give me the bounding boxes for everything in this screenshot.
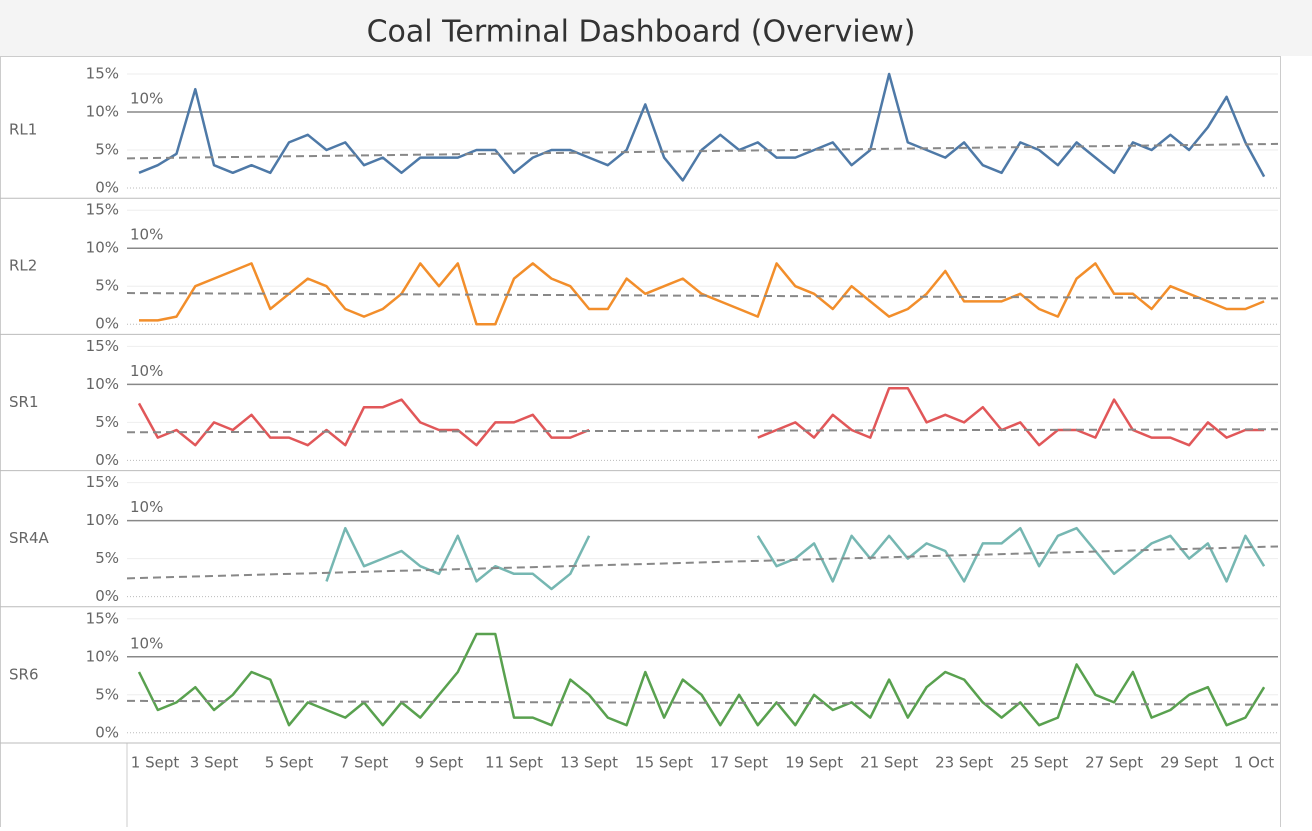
x-tick-label: 15 Sept: [635, 754, 693, 772]
panels: RL1 0% 5% 10% 15% 10% RL2 0% 5% 10% 15% 10% SR1 0% 5% 1…: [0, 65, 1280, 772]
x-tick-label: 13 Sept: [560, 754, 618, 772]
y-tick-label: 0%: [95, 179, 119, 197]
reference-label: 10%: [130, 90, 163, 108]
y-tick-label: 0%: [95, 451, 119, 469]
trend-line: [126, 699, 1279, 706]
y-tick-label: 0%: [95, 723, 119, 741]
x-tick-label: 5 Sept: [265, 754, 314, 772]
title-bar: [0, 0, 1312, 56]
trend-line: [126, 428, 1279, 434]
x-tick-label: 29 Sept: [1160, 754, 1218, 772]
reference-label: 10%: [130, 498, 163, 516]
trend-line: [126, 545, 1279, 580]
y-tick-label: 5%: [95, 141, 119, 159]
y-tick-label: 15%: [86, 201, 119, 219]
reference-label: 10%: [130, 634, 163, 652]
x-tick-label: 25 Sept: [1010, 754, 1068, 772]
y-tick-label: 10%: [86, 239, 119, 257]
x-tick-label: 7 Sept: [340, 754, 389, 772]
y-tick-label: 0%: [95, 315, 119, 333]
x-tick-label: 19 Sept: [785, 754, 843, 772]
panel-label: RL1: [9, 121, 37, 139]
trend-line: [126, 142, 1279, 160]
x-tick-label: 3 Sept: [190, 754, 239, 772]
y-tick-label: 10%: [86, 103, 119, 121]
y-tick-label: 15%: [86, 337, 119, 355]
y-tick-label: 5%: [95, 277, 119, 295]
y-tick-label: 10%: [86, 647, 119, 665]
x-tick-label: 9 Sept: [415, 754, 464, 772]
series-line: [137, 386, 1265, 447]
reference-label: 10%: [130, 226, 163, 244]
panel-label: SR6: [9, 665, 39, 683]
x-tick-label: 1 Sept: [131, 754, 180, 772]
panel-label: SR1: [9, 393, 39, 411]
panel-label: SR4A: [9, 529, 49, 547]
x-tick-label: 17 Sept: [710, 754, 768, 772]
series-line: [137, 632, 1266, 727]
series-line: [139, 262, 1265, 326]
y-tick-label: 10%: [86, 375, 119, 393]
dashboard-title: Coal Terminal Dashboard (Overview): [367, 15, 916, 50]
x-tick-label: 11 Sept: [485, 754, 543, 772]
series-line: [138, 72, 1266, 182]
trend-line: [126, 292, 1279, 300]
x-tick-label: 23 Sept: [935, 754, 993, 772]
y-tick-label: 5%: [95, 549, 119, 567]
y-tick-label: 0%: [95, 587, 119, 605]
x-tick-label: 21 Sept: [860, 754, 918, 772]
y-tick-label: 10%: [86, 511, 119, 529]
x-tick-label: 27 Sept: [1085, 754, 1143, 772]
y-tick-label: 5%: [95, 413, 119, 431]
y-tick-label: 15%: [86, 473, 119, 491]
frame: [0, 56, 1281, 828]
reference-label: 10%: [130, 362, 163, 380]
y-tick-label: 5%: [95, 685, 119, 703]
panel-label: RL2: [9, 257, 37, 275]
y-tick-label: 15%: [86, 609, 119, 627]
x-tick-label: 1 Oct: [1234, 754, 1274, 772]
y-tick-label: 15%: [86, 65, 119, 83]
